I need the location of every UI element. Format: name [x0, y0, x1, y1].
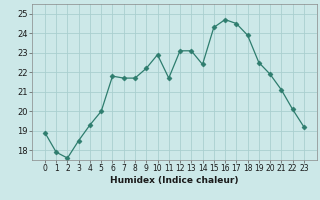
X-axis label: Humidex (Indice chaleur): Humidex (Indice chaleur)	[110, 176, 239, 185]
